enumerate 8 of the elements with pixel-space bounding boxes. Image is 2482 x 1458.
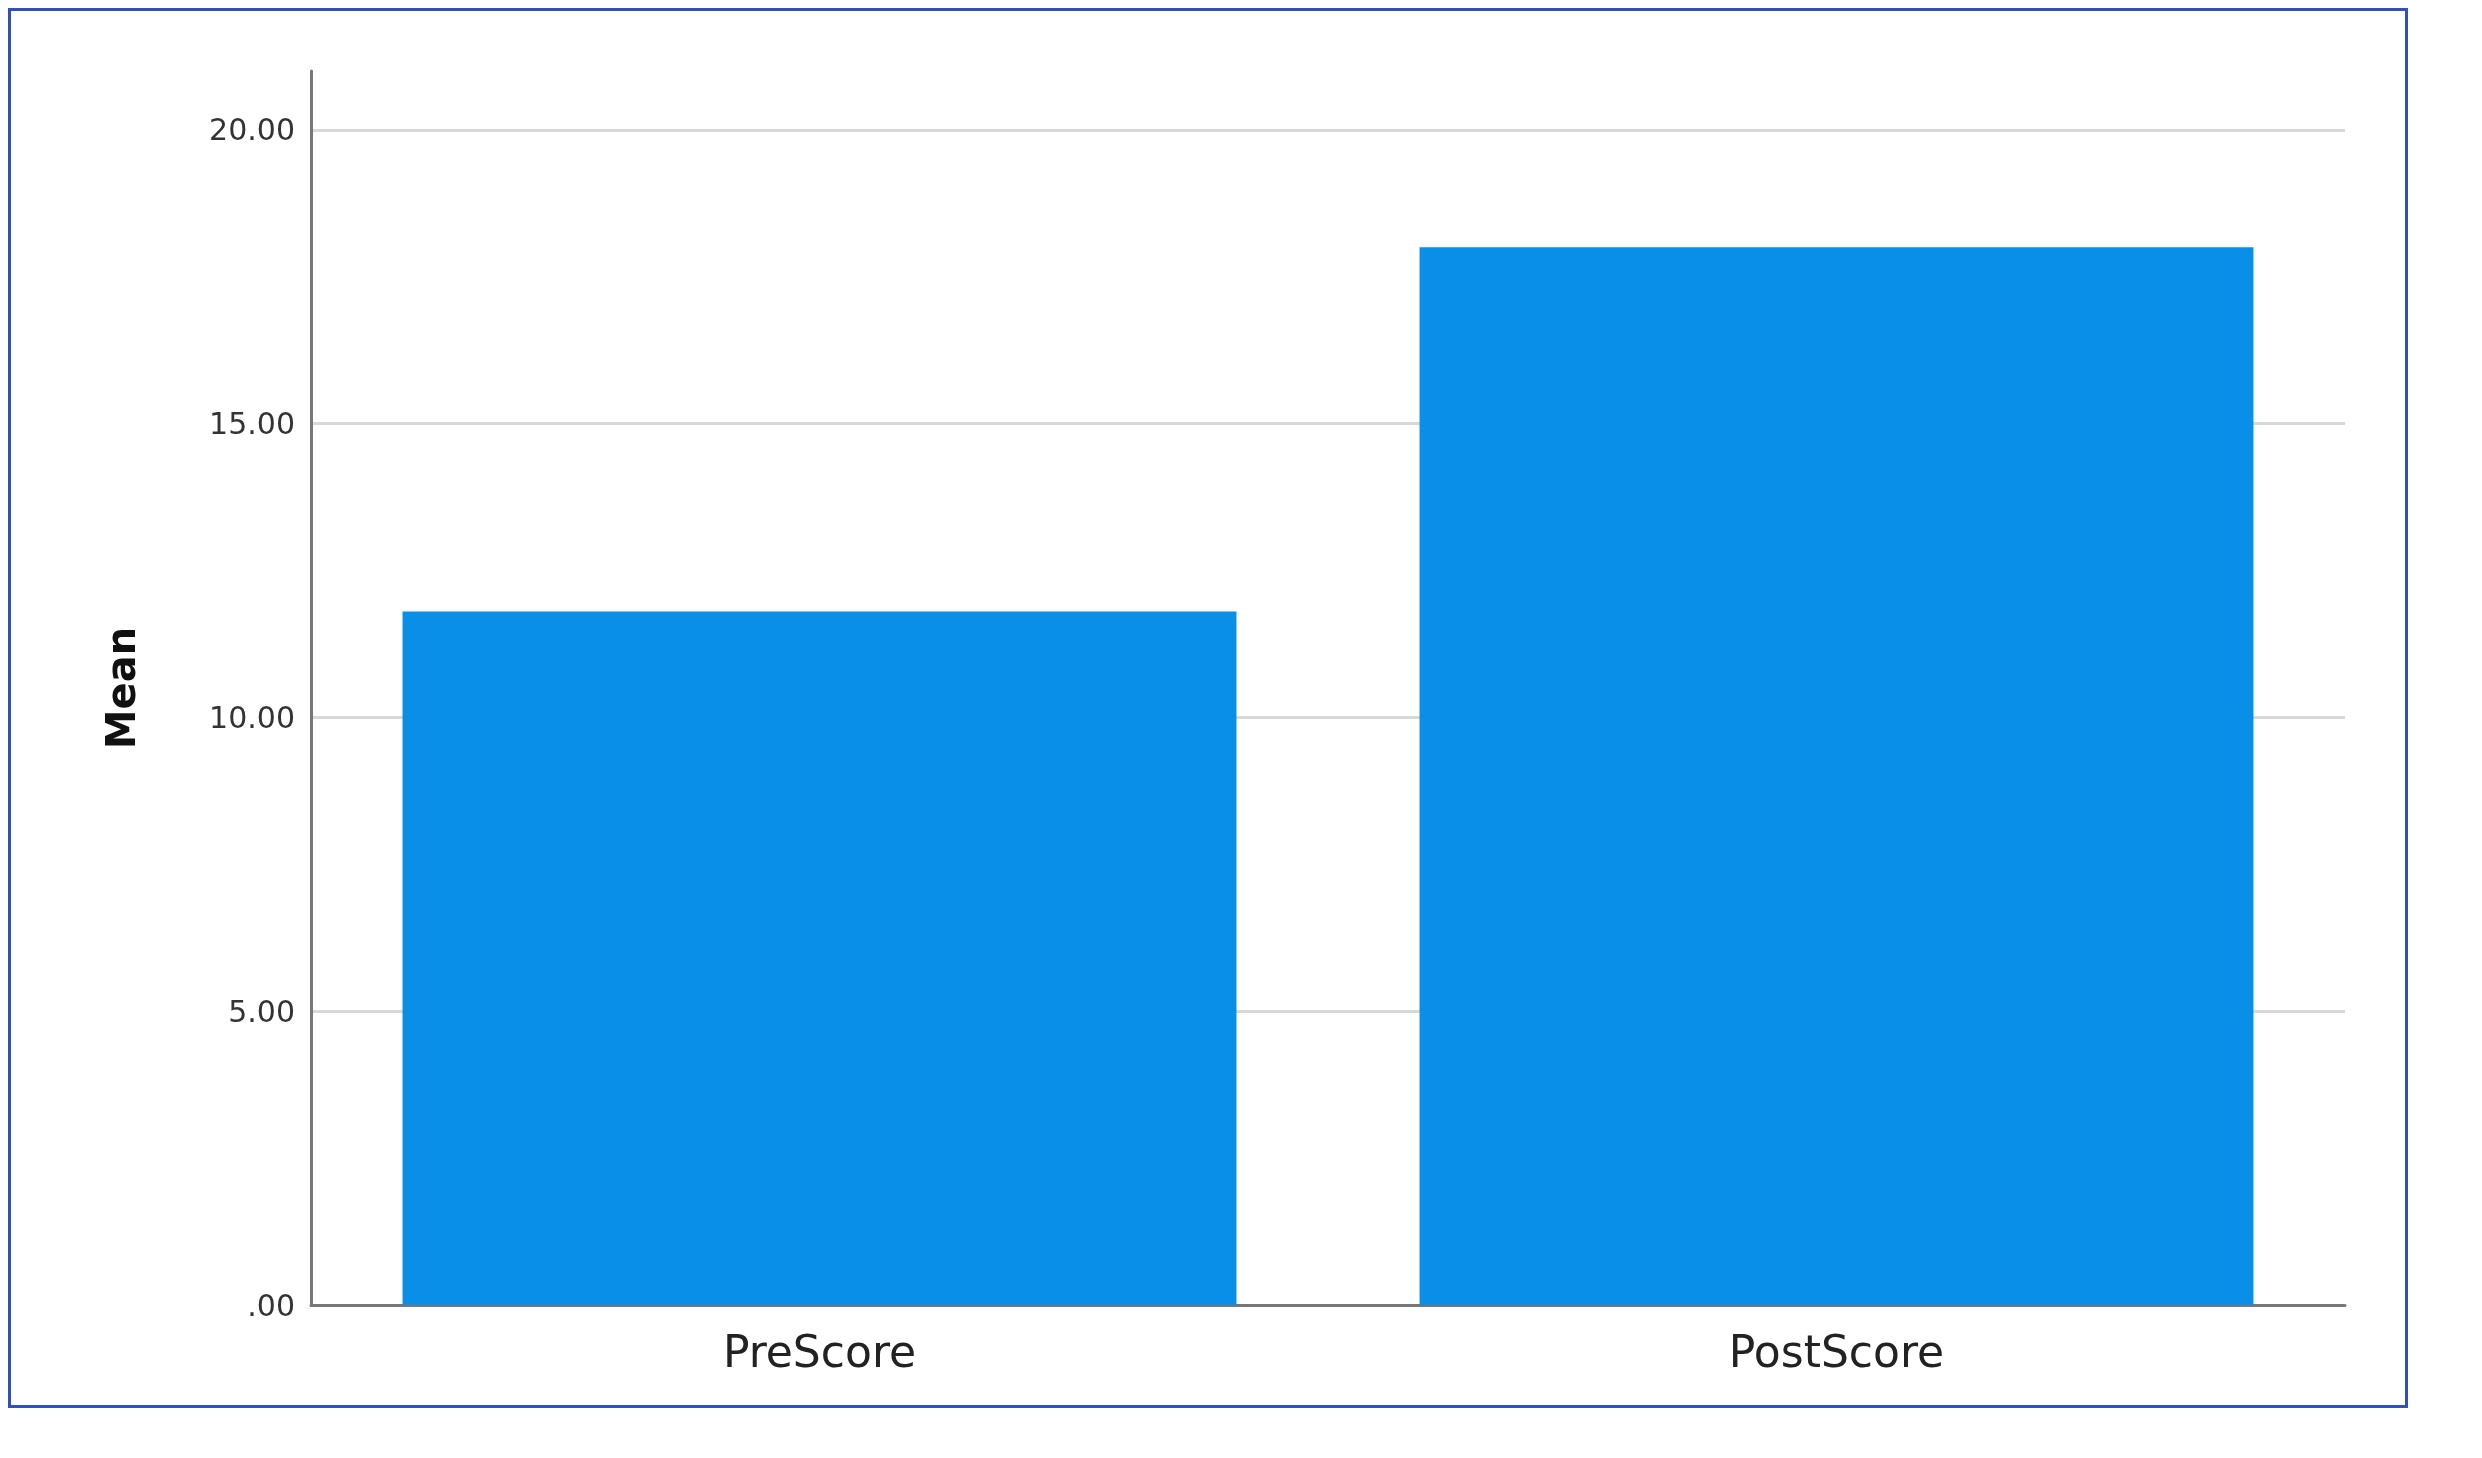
x-tick-label: PostScore xyxy=(1728,1325,1945,1377)
y-tick-label: 5.00 xyxy=(228,993,295,1029)
y-tick-label: 15.00 xyxy=(209,406,295,442)
y-tick-label: 10.00 xyxy=(209,699,295,735)
y-tick-label: .00 xyxy=(247,1287,295,1323)
x-tick-label: PreScore xyxy=(722,1325,917,1377)
y-tick-label: 20.00 xyxy=(209,112,295,148)
y-axis-title: Mean xyxy=(98,626,144,750)
